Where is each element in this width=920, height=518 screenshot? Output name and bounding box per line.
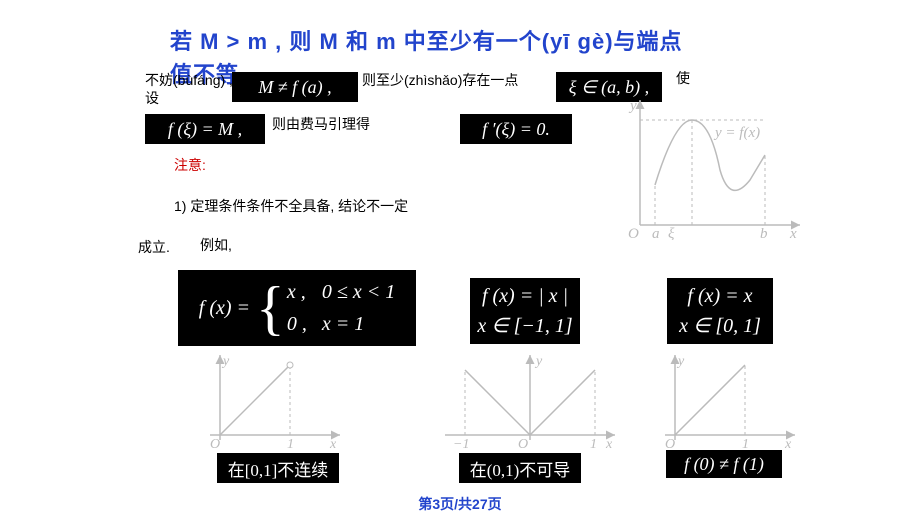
text-bufang: 不妨(bùfáng) , [145, 70, 233, 90]
condition-text: 1) 定理条件条件不全具备, 结论不一定 [174, 196, 408, 216]
text-zhishao: 则至少(zhìshǎo)存在一点 [362, 70, 518, 90]
math-identity: f (x) = x x ∈ [0, 1] [667, 278, 773, 344]
x-axis-label: x [789, 226, 797, 240]
text-she: 设 [145, 88, 159, 108]
y-label-3: y [676, 354, 685, 369]
piece-r1-r: 0 ≤ x < 1 [322, 276, 395, 308]
one-label-3: 1 [742, 437, 749, 450]
piece-r1-l: x , [287, 276, 322, 308]
id-bot: x ∈ [0, 1] [679, 311, 761, 341]
graph-top-right: y x O a ξ b y = f(x) [620, 95, 805, 240]
graph-bot-mid: y x O −1 1 [440, 350, 620, 450]
caption-1: 在[0,1]不连续 [217, 453, 339, 483]
abs-bot: x ∈ [−1, 1] [477, 311, 572, 341]
y-axis-label: y [628, 98, 637, 114]
a-label: a [652, 226, 660, 240]
y-label-2: y [534, 354, 543, 369]
fx-label: y = f(x) [713, 125, 760, 141]
math-fprime-zero: f ′(ξ) = 0. [460, 114, 572, 144]
piecewise-lhs: f (x) = [199, 297, 250, 320]
graph-bot-right: y x O 1 [650, 350, 800, 450]
abs-top: f (x) = | x | [482, 281, 568, 311]
liru-text: 例如, [200, 235, 232, 255]
one-label-2: 1 [590, 437, 597, 450]
O-label-1: O [210, 437, 220, 450]
x-label-1: x [329, 437, 337, 450]
graph-bot-left: y x O 1 [195, 350, 345, 450]
text-shi: 使 [676, 68, 690, 88]
O-label-2: O [518, 437, 528, 450]
b-label: b [760, 226, 768, 240]
note-label: 注意: [174, 155, 206, 175]
piece-r2-r: x = 1 [322, 308, 364, 340]
one-label-1: 1 [287, 437, 294, 450]
piece-r2-l: 0 , [287, 308, 322, 340]
math-piecewise: f (x) = { x ,0 ≤ x < 1 0 ,x = 1 [178, 270, 416, 346]
text-fermat: 则由费马引理得 [272, 114, 370, 134]
origin-label: O [628, 226, 639, 240]
neg1-label: −1 [453, 437, 469, 450]
y-label-1: y [221, 354, 230, 369]
math-m-neq-fa: M ≠ f (a) , [232, 72, 358, 102]
math-abs: f (x) = | x | x ∈ [−1, 1] [470, 278, 580, 344]
xi-label: ξ [668, 226, 675, 240]
caption-2: 在(0,1)不可导 [459, 453, 581, 483]
x-label-2: x [605, 437, 613, 450]
caption-3: f (0) ≠ f (1) [666, 450, 782, 478]
O-label-3: O [665, 437, 675, 450]
x-label-3: x [784, 437, 792, 450]
chengli-text: 成立. [138, 237, 170, 257]
math-fxi-eq-m: f (ξ) = M , [145, 114, 265, 144]
id-top: f (x) = x [687, 281, 752, 311]
page-indicator: 第3页/共27页 [0, 494, 920, 514]
